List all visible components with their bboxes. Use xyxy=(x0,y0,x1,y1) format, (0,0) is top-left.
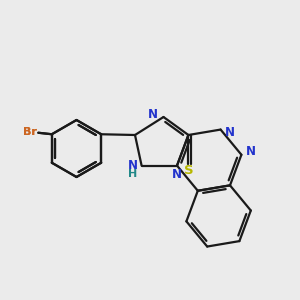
Text: N: N xyxy=(225,126,235,139)
Text: Br: Br xyxy=(23,127,37,137)
Text: N: N xyxy=(128,159,138,172)
Text: N: N xyxy=(148,107,158,121)
Text: Br: Br xyxy=(23,127,37,137)
Text: N: N xyxy=(245,145,255,158)
Text: H: H xyxy=(128,169,137,179)
Text: N: N xyxy=(172,167,182,181)
Text: S: S xyxy=(184,164,193,178)
